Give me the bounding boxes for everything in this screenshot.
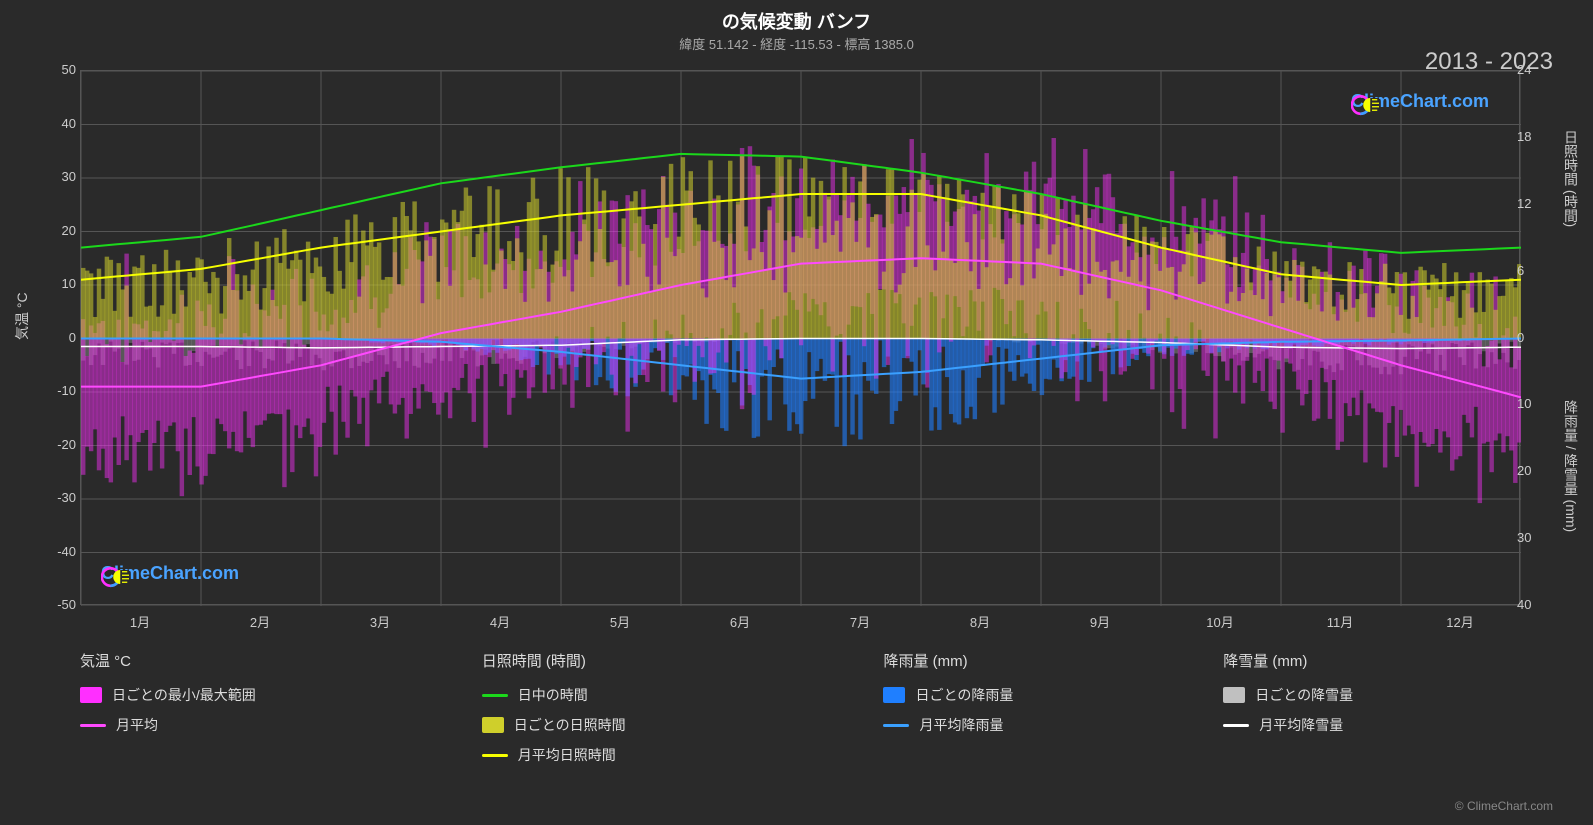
ytick-right: 18 xyxy=(1517,129,1547,144)
ytick-left: -20 xyxy=(46,437,76,452)
xtick: 5月 xyxy=(590,612,650,631)
ytick-right: 12 xyxy=(1517,196,1547,211)
legend-col-snow: 降雪量 (mm) 日ごとの降雪量 月平均降雪量 xyxy=(1223,650,1533,765)
xtick: 4月 xyxy=(470,612,530,631)
legend-label: 日ごとの降雨量 xyxy=(915,685,1013,705)
y-axis-left-label: 気温 °C xyxy=(12,292,32,340)
legend: 気温 °C 日ごとの最小/最大範囲 月平均 日照時間 (時間) 日中の時間 日ご… xyxy=(80,650,1533,765)
xtick: 10月 xyxy=(1190,612,1250,631)
ytick-right: 10 xyxy=(1517,396,1547,411)
logo-icon xyxy=(101,563,129,591)
ytick-right: 30 xyxy=(1517,530,1547,545)
ytick-left: -40 xyxy=(46,544,76,559)
legend-head: 降雨量 (mm) xyxy=(883,650,1193,671)
legend-head: 気温 °C xyxy=(80,650,452,671)
xtick: 2月 xyxy=(230,612,290,631)
legend-label: 月平均日照時間 xyxy=(518,745,616,765)
plot-area: ClimeChart.com ClimeChart.com xyxy=(80,70,1520,605)
legend-label: 日中の時間 xyxy=(518,685,588,705)
ytick-right: 6 xyxy=(1517,263,1547,278)
ytick-left: -10 xyxy=(46,383,76,398)
xtick: 6月 xyxy=(710,612,770,631)
chart-subtitle: 緯度 51.142 - 経度 -115.53 - 標高 1385.0 xyxy=(0,34,1593,53)
xtick: 11月 xyxy=(1310,612,1370,631)
logo-top: ClimeChart.com xyxy=(1351,91,1489,112)
ytick-left: 20 xyxy=(46,223,76,238)
legend-item: 月平均日照時間 xyxy=(482,745,854,765)
legend-item: 月平均 xyxy=(80,715,452,735)
line-icon xyxy=(482,754,508,757)
legend-label: 月平均降雨量 xyxy=(919,715,1003,735)
legend-label: 日ごとの降雪量 xyxy=(1255,685,1353,705)
ytick-right: 20 xyxy=(1517,463,1547,478)
legend-label: 日ごとの日照時間 xyxy=(514,715,626,735)
swatch-icon xyxy=(80,687,102,703)
ytick-left: 30 xyxy=(46,169,76,184)
legend-item: 日ごとの降雨量 xyxy=(883,685,1193,705)
ytick-left: 10 xyxy=(46,276,76,291)
ytick-left: 50 xyxy=(46,62,76,77)
chart-title: の気候変動 バンフ xyxy=(0,8,1593,34)
ytick-left: 0 xyxy=(46,330,76,345)
xtick: 7月 xyxy=(830,612,890,631)
ytick-left: 40 xyxy=(46,116,76,131)
logo-bottom: ClimeChart.com xyxy=(101,563,239,584)
ytick-left: -50 xyxy=(46,597,76,612)
legend-item: 日中の時間 xyxy=(482,685,854,705)
swatch-icon xyxy=(883,687,905,703)
line-icon xyxy=(80,724,106,727)
legend-item: 月平均降雪量 xyxy=(1223,715,1533,735)
line-icon xyxy=(1223,724,1249,727)
xtick: 8月 xyxy=(950,612,1010,631)
legend-item: 日ごとの降雪量 xyxy=(1223,685,1533,705)
line-icon xyxy=(482,694,508,697)
ytick-right: 40 xyxy=(1517,597,1547,612)
ytick-left: -30 xyxy=(46,490,76,505)
swatch-icon xyxy=(482,717,504,733)
legend-head: 日照時間 (時間) xyxy=(482,650,854,671)
y-axis-right-top-label: 日照時間 (時間) xyxy=(1561,130,1581,227)
legend-label: 月平均 xyxy=(116,715,158,735)
credit: © ClimeChart.com xyxy=(1455,799,1553,813)
legend-label: 日ごとの最小/最大範囲 xyxy=(112,685,256,705)
xtick: 9月 xyxy=(1070,612,1130,631)
xtick: 12月 xyxy=(1430,612,1490,631)
legend-item: 日ごとの最小/最大範囲 xyxy=(80,685,452,705)
legend-item: 日ごとの日照時間 xyxy=(482,715,854,735)
ytick-right: 24 xyxy=(1517,62,1547,77)
swatch-icon xyxy=(1223,687,1245,703)
logo-icon xyxy=(1351,91,1379,119)
y-axis-right-bottom-label: 降雨量 / 降雪量 (mm) xyxy=(1561,400,1581,532)
legend-head: 降雪量 (mm) xyxy=(1223,650,1533,671)
legend-col-rain: 降雨量 (mm) 日ごとの降雨量 月平均降雨量 xyxy=(883,650,1193,765)
xtick: 1月 xyxy=(110,612,170,631)
legend-label: 月平均降雪量 xyxy=(1259,715,1343,735)
legend-col-sun: 日照時間 (時間) 日中の時間 日ごとの日照時間 月平均日照時間 xyxy=(482,650,854,765)
plot-svg xyxy=(81,71,1521,606)
legend-item: 月平均降雨量 xyxy=(883,715,1193,735)
ytick-right: 0 xyxy=(1517,330,1547,345)
legend-col-temp: 気温 °C 日ごとの最小/最大範囲 月平均 xyxy=(80,650,452,765)
xtick: 3月 xyxy=(350,612,410,631)
line-icon xyxy=(883,724,909,727)
